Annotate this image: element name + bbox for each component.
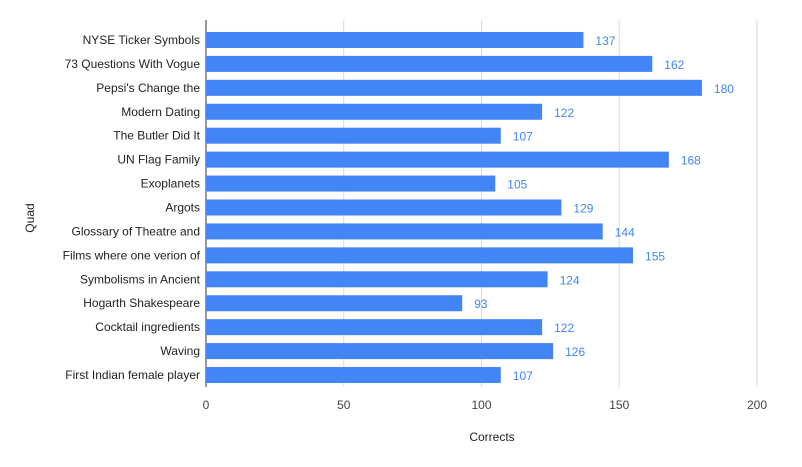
x-axis-title: Corrects — [469, 430, 514, 444]
data-label: 122 — [554, 321, 574, 335]
bar — [206, 175, 496, 192]
bar — [206, 199, 562, 216]
category-label: UN Flag Family — [117, 153, 200, 167]
data-label: 105 — [507, 178, 527, 192]
bars — [206, 31, 702, 384]
bar — [206, 343, 554, 360]
bar — [206, 295, 463, 312]
data-label: 107 — [513, 130, 533, 144]
bar — [206, 55, 653, 72]
category-label: Exoplanets — [141, 177, 200, 191]
category-label: Argots — [165, 201, 200, 215]
x-tick-labels: 0 50 100 150 200 — [203, 398, 768, 412]
bar — [206, 127, 501, 144]
category-label: Symbolisms in Ancient — [80, 272, 201, 286]
data-label: 155 — [645, 249, 665, 263]
category-label: 73 Questions With Vogue — [65, 57, 201, 71]
x-tick-label: 100 — [471, 398, 491, 412]
data-label: 107 — [513, 369, 533, 383]
bar — [206, 103, 543, 120]
category-label: Hogarth Shakespeare — [83, 296, 200, 310]
data-label: 168 — [681, 154, 701, 168]
data-label: 93 — [474, 297, 488, 311]
bar — [206, 151, 669, 168]
data-label: 129 — [573, 202, 593, 216]
category-label: Films where one verion of — [63, 248, 201, 262]
category-label: Cocktail ingredients — [95, 320, 200, 334]
bar — [206, 79, 702, 96]
category-label: NYSE Ticker Symbols — [83, 33, 200, 47]
data-label: 124 — [560, 273, 580, 287]
category-label: First Indian female player — [65, 368, 200, 382]
bar — [206, 271, 548, 288]
x-tick-label: 200 — [747, 398, 767, 412]
data-label: 180 — [714, 82, 734, 96]
bar — [206, 31, 584, 48]
category-label: Pepsi's Change the — [96, 81, 200, 95]
category-labels: NYSE Ticker Symbols 73 Questions With Vog… — [63, 33, 201, 382]
x-tick-label: 0 — [203, 398, 210, 412]
data-label: 162 — [664, 58, 684, 72]
data-labels: 137 162 180 122 107 168 105 129 144 155 124 93 122 12… — [474, 34, 734, 383]
category-label: Waving — [160, 344, 200, 358]
x-tick-label: 50 — [337, 398, 351, 412]
bar — [206, 247, 634, 264]
bar — [206, 319, 543, 336]
bar — [206, 223, 603, 240]
data-label: 122 — [554, 106, 574, 120]
data-label: 137 — [595, 34, 615, 48]
category-label: The Butler Did It — [113, 129, 200, 143]
category-label: Modern Dating — [121, 105, 200, 119]
x-tick-label: 150 — [609, 398, 629, 412]
data-label: 126 — [565, 345, 585, 359]
bar — [206, 367, 501, 384]
y-axis-title: Quad — [23, 203, 37, 232]
data-label: 144 — [615, 225, 635, 239]
category-label: Glossary of Theatre and — [71, 224, 200, 238]
